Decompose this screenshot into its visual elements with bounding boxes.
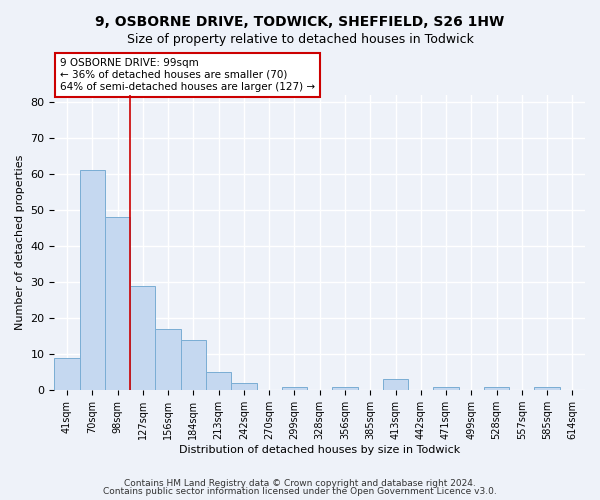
Bar <box>484 386 509 390</box>
Y-axis label: Number of detached properties: Number of detached properties <box>15 154 25 330</box>
Bar <box>332 386 358 390</box>
Bar <box>282 386 307 390</box>
Bar <box>105 217 130 390</box>
Bar <box>383 380 408 390</box>
Bar <box>206 372 231 390</box>
Text: Contains HM Land Registry data © Crown copyright and database right 2024.: Contains HM Land Registry data © Crown c… <box>124 478 476 488</box>
Bar <box>80 170 105 390</box>
Text: 9 OSBORNE DRIVE: 99sqm
← 36% of detached houses are smaller (70)
64% of semi-det: 9 OSBORNE DRIVE: 99sqm ← 36% of detached… <box>60 58 315 92</box>
Text: Size of property relative to detached houses in Todwick: Size of property relative to detached ho… <box>127 32 473 46</box>
Bar <box>433 386 458 390</box>
X-axis label: Distribution of detached houses by size in Todwick: Distribution of detached houses by size … <box>179 445 460 455</box>
Bar <box>155 329 181 390</box>
Text: 9, OSBORNE DRIVE, TODWICK, SHEFFIELD, S26 1HW: 9, OSBORNE DRIVE, TODWICK, SHEFFIELD, S2… <box>95 15 505 29</box>
Bar <box>55 358 80 390</box>
Bar <box>231 383 257 390</box>
Bar <box>181 340 206 390</box>
Bar <box>535 386 560 390</box>
Text: Contains public sector information licensed under the Open Government Licence v3: Contains public sector information licen… <box>103 487 497 496</box>
Bar <box>130 286 155 390</box>
